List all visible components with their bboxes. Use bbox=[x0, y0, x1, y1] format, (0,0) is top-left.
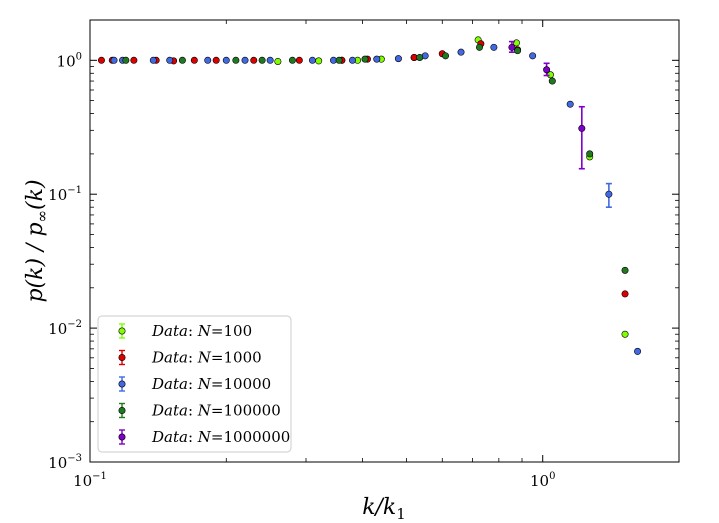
legend-marker bbox=[118, 433, 126, 441]
data-point bbox=[529, 52, 537, 60]
data-point bbox=[566, 100, 574, 108]
data-point bbox=[578, 124, 586, 132]
data-point bbox=[315, 57, 323, 65]
data-point bbox=[442, 52, 450, 60]
data-point bbox=[634, 347, 642, 355]
data-point bbox=[508, 43, 516, 51]
legend-marker bbox=[118, 327, 126, 335]
x-tick-label: 10−1 bbox=[73, 471, 107, 490]
legend-label: Data: N=100 bbox=[151, 322, 252, 340]
y-axis-label: p(k) / p∞(k) bbox=[23, 179, 51, 302]
data-point bbox=[266, 56, 274, 64]
legend-label: Data: N=1000000 bbox=[151, 428, 290, 446]
legend-item: Data: N=100000 bbox=[118, 402, 281, 420]
legend-items: Data: N=100 Data: N=1000 Data: N=10000 Data… bbox=[118, 322, 290, 446]
data-point bbox=[149, 56, 157, 64]
legend-label: Data: N=10000 bbox=[151, 375, 271, 393]
legend-item: Data: N=1000000 bbox=[118, 428, 290, 446]
legend: Data: N=100 Data: N=1000 Data: N=10000 Data… bbox=[97, 315, 292, 453]
axes-border bbox=[89, 19, 680, 463]
data-point bbox=[130, 56, 138, 64]
legend-item: Data: N=1000 bbox=[118, 349, 262, 367]
data-points bbox=[97, 36, 642, 355]
legend-item: Data: N=100 bbox=[118, 322, 252, 340]
series-1000000 bbox=[508, 40, 586, 170]
data-point bbox=[122, 56, 130, 64]
data-point bbox=[258, 56, 266, 64]
data-point bbox=[335, 56, 343, 64]
data-point bbox=[543, 66, 551, 74]
data-point bbox=[241, 56, 249, 64]
series-100000 bbox=[122, 43, 629, 274]
data-point bbox=[166, 56, 174, 64]
data-point bbox=[605, 190, 613, 198]
legend-marker bbox=[118, 353, 126, 361]
legend-box bbox=[97, 315, 292, 453]
data-point bbox=[295, 56, 303, 64]
y-tick-label: 10−1 bbox=[48, 185, 82, 204]
data-point bbox=[621, 330, 629, 338]
axis-tick-labels: 10−1 100 10−3 10−2 10−1 100 bbox=[48, 51, 555, 490]
data-point bbox=[308, 56, 316, 64]
data-point bbox=[178, 56, 186, 64]
data-point bbox=[373, 55, 381, 63]
data-point bbox=[457, 48, 465, 56]
data-point bbox=[204, 56, 212, 64]
data-point bbox=[361, 55, 369, 63]
legend-marker bbox=[118, 406, 126, 414]
data-point bbox=[274, 57, 282, 65]
x-axis-label: k/k1 bbox=[362, 495, 406, 523]
legend-label: Data: N=1000 bbox=[151, 349, 262, 367]
data-point bbox=[621, 266, 629, 274]
data-point bbox=[110, 56, 118, 64]
data-point bbox=[394, 55, 402, 63]
data-point bbox=[514, 47, 522, 55]
data-point bbox=[250, 56, 258, 64]
y-tick-label: 10−2 bbox=[48, 319, 82, 338]
legend-item: Data: N=10000 bbox=[118, 375, 271, 393]
data-point bbox=[475, 43, 483, 51]
data-point bbox=[621, 290, 629, 298]
data-point bbox=[232, 56, 240, 64]
data-point bbox=[288, 56, 296, 64]
series-10000 bbox=[110, 43, 642, 355]
x-tick-label: 100 bbox=[530, 471, 555, 490]
legend-marker bbox=[118, 380, 126, 388]
data-point bbox=[548, 77, 556, 85]
data-point bbox=[348, 56, 356, 64]
data-point bbox=[212, 56, 220, 64]
data-point bbox=[490, 43, 498, 51]
data-point bbox=[190, 56, 198, 64]
y-tick-label: 100 bbox=[57, 51, 82, 70]
legend-label: Data: N=100000 bbox=[151, 402, 281, 420]
data-point bbox=[416, 53, 424, 61]
data-point bbox=[97, 56, 105, 64]
data-point bbox=[222, 56, 230, 64]
data-point bbox=[586, 150, 594, 158]
y-tick-label: 10−3 bbox=[48, 453, 82, 472]
axis-ticks bbox=[89, 19, 680, 463]
